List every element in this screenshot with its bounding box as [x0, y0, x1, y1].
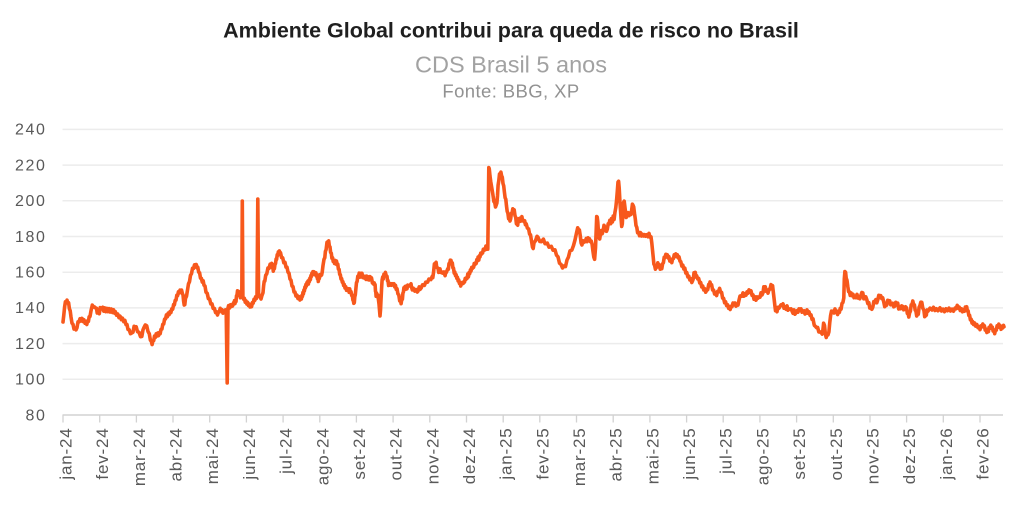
svg-text:abr-25: abr-25: [607, 428, 626, 482]
svg-text:140: 140: [15, 300, 47, 317]
svg-text:fev-24: fev-24: [93, 428, 112, 480]
svg-text:nov-24: nov-24: [423, 428, 442, 485]
svg-text:200: 200: [15, 193, 47, 210]
svg-text:mar-25: mar-25: [570, 428, 589, 487]
svg-text:180: 180: [15, 229, 47, 246]
svg-text:240: 240: [15, 122, 47, 139]
svg-text:160: 160: [15, 265, 47, 282]
svg-text:jul-24: jul-24: [277, 428, 296, 475]
svg-text:abr-24: abr-24: [167, 428, 186, 482]
svg-text:100: 100: [15, 372, 47, 389]
svg-text:jun-24: jun-24: [240, 428, 259, 481]
svg-text:120: 120: [15, 336, 47, 353]
svg-text:Ambiente Global contribui para: Ambiente Global contribui para queda de …: [223, 19, 799, 43]
svg-text:80: 80: [26, 407, 47, 424]
svg-text:jul-25: jul-25: [717, 428, 736, 475]
svg-text:mai-24: mai-24: [203, 428, 222, 485]
svg-text:nov-25: nov-25: [864, 428, 883, 485]
svg-text:mar-24: mar-24: [130, 428, 149, 487]
svg-text:out-25: out-25: [827, 428, 846, 481]
svg-text:jun-25: jun-25: [680, 428, 699, 481]
svg-text:jan-25: jan-25: [497, 428, 516, 481]
svg-text:fev-25: fev-25: [533, 428, 552, 480]
svg-text:mai-25: mai-25: [643, 428, 662, 485]
svg-text:out-24: out-24: [387, 428, 406, 481]
svg-text:dez-24: dez-24: [460, 428, 479, 485]
svg-text:Fonte: BBG, XP: Fonte: BBG, XP: [442, 81, 579, 102]
svg-text:220: 220: [15, 157, 47, 174]
svg-text:ago-24: ago-24: [313, 428, 332, 486]
svg-text:set-24: set-24: [350, 428, 369, 480]
svg-text:fev-26: fev-26: [974, 428, 993, 480]
svg-text:dez-25: dez-25: [900, 428, 919, 485]
svg-text:jan-26: jan-26: [937, 428, 956, 481]
svg-text:jan-24: jan-24: [57, 428, 76, 481]
svg-text:CDS Brasil 5 anos: CDS Brasil 5 anos: [415, 52, 607, 78]
svg-text:ago-25: ago-25: [753, 428, 772, 486]
svg-text:set-25: set-25: [790, 428, 809, 480]
